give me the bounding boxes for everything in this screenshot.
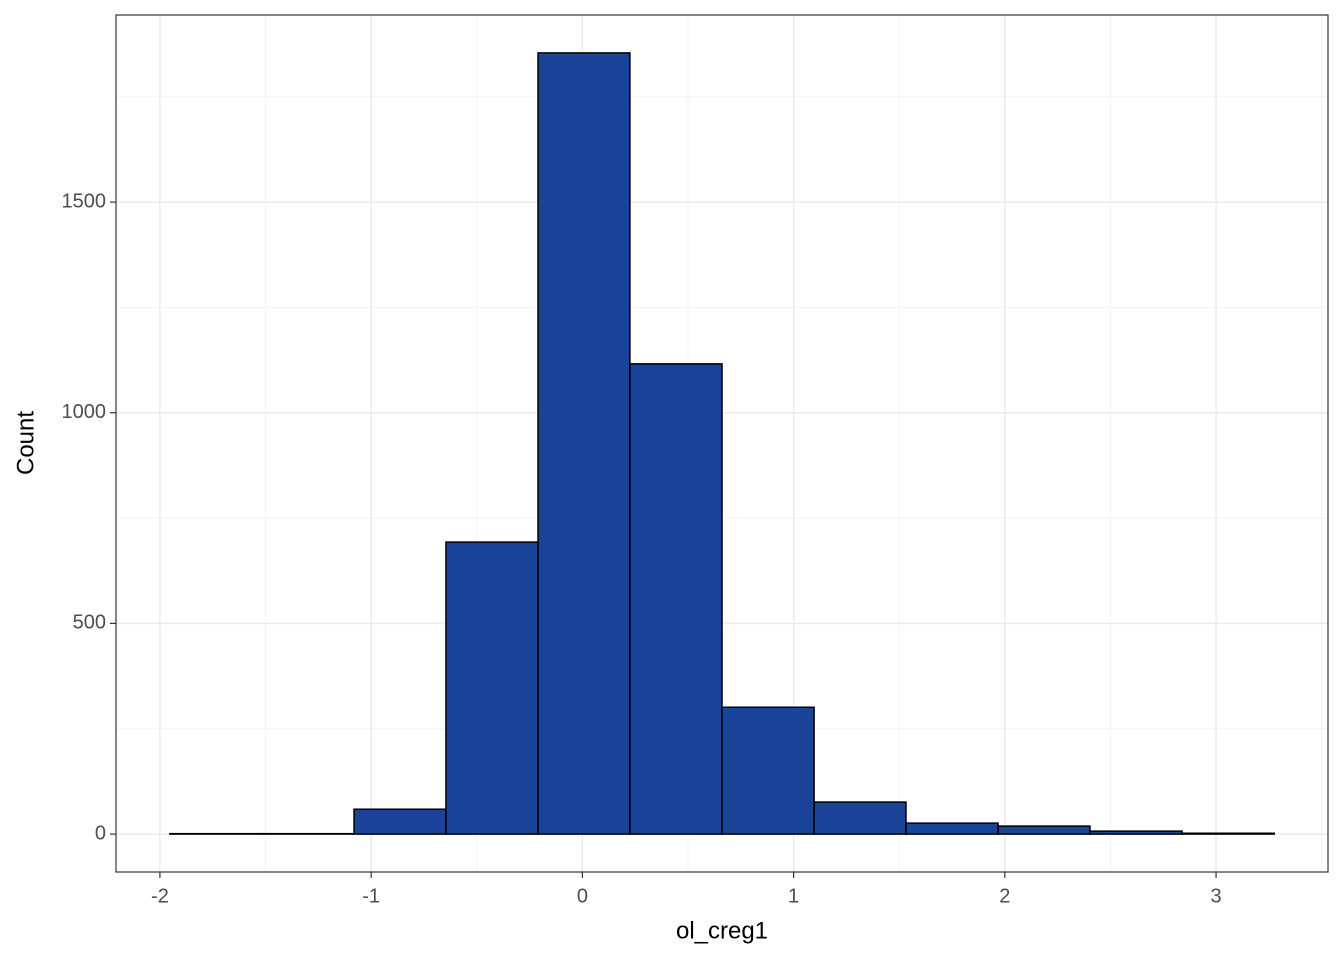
bar xyxy=(997,825,1091,835)
panel-border xyxy=(115,14,1329,873)
y-tick-label: 1500 xyxy=(62,190,107,212)
y-axis-title: Count xyxy=(12,411,39,475)
bar xyxy=(629,363,723,835)
bar xyxy=(1181,832,1275,835)
bar xyxy=(537,52,631,835)
x-tick-label: -1 xyxy=(362,885,380,907)
x-tick-label: 1 xyxy=(788,885,799,907)
bar xyxy=(905,822,999,835)
x-tick-label: 0 xyxy=(577,885,588,907)
x-tick-label: 2 xyxy=(999,885,1010,907)
bar xyxy=(813,801,907,835)
x-axis-title: ol_creg1 xyxy=(676,917,768,944)
bar xyxy=(445,541,539,835)
x-tick-label: 3 xyxy=(1210,885,1221,907)
y-tick-label: 1000 xyxy=(62,401,107,423)
y-tick-label: 0 xyxy=(95,822,106,844)
bar xyxy=(353,808,447,835)
bar xyxy=(1089,830,1183,835)
bar xyxy=(721,706,815,835)
x-tick-label: -2 xyxy=(151,885,169,907)
y-tick-label: 500 xyxy=(73,612,106,634)
